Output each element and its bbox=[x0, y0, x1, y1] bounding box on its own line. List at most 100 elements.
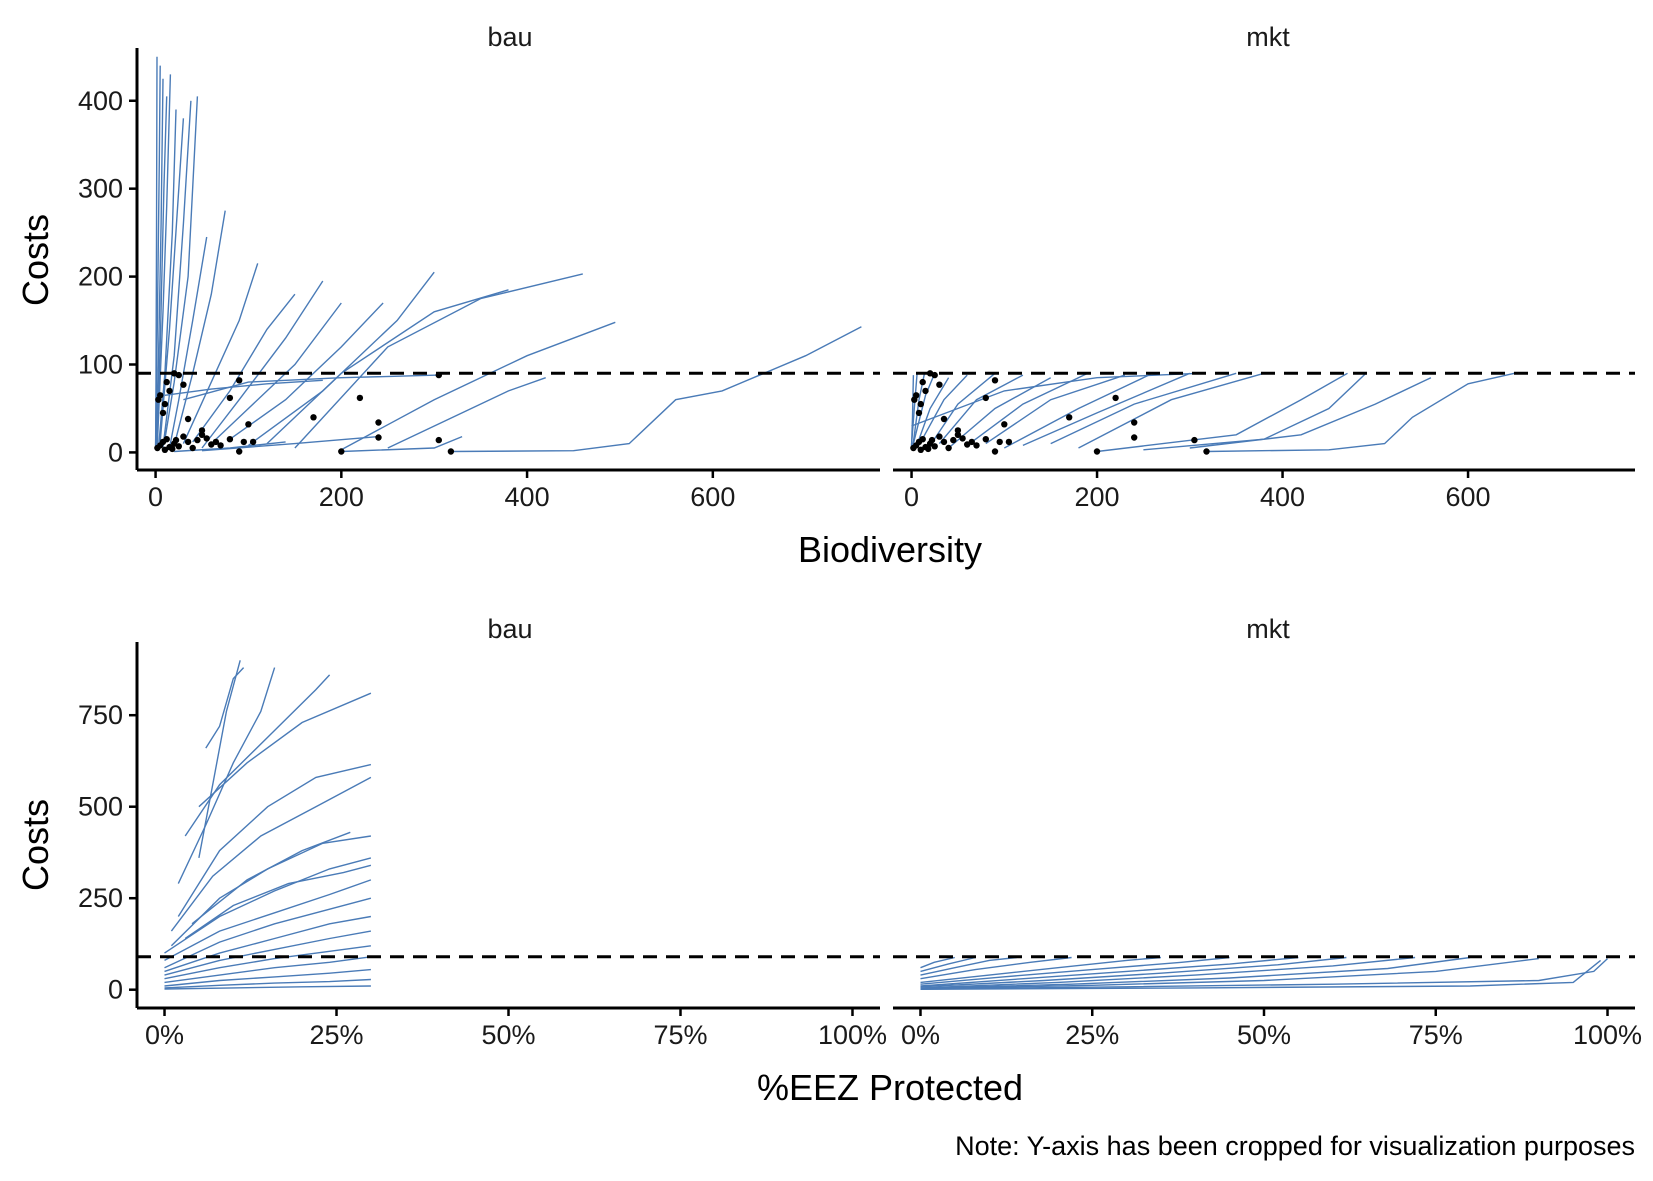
series-line-bau-21 bbox=[183, 374, 439, 401]
series-line-bau-23 bbox=[450, 326, 862, 453]
series-line-bau-2 bbox=[177, 667, 276, 884]
end-point-bau-14 bbox=[198, 431, 206, 438]
end-point-bau-34 bbox=[236, 377, 243, 384]
end-point-bau-31 bbox=[180, 381, 187, 388]
series-line-mkt-6 bbox=[929, 372, 996, 446]
x-tick-label-bau-3: 75% bbox=[653, 1020, 707, 1050]
panel-bau-biodiversity: 0 200 400 600 0 100 200 300 400 bbox=[78, 48, 880, 512]
end-point-mkt-26 bbox=[917, 400, 924, 408]
strip-label-mkt-top: mkt bbox=[1246, 22, 1290, 52]
series-line-mkt-9 bbox=[966, 372, 1089, 446]
series-line-mkt-3 bbox=[920, 957, 1539, 990]
series-line-mkt-7 bbox=[920, 956, 1017, 976]
end-point-mkt-37 bbox=[1112, 394, 1119, 402]
series-line-bau-16 bbox=[247, 271, 435, 446]
series-line-mkt-15 bbox=[1096, 372, 1348, 453]
series-line-bau-17 bbox=[164, 985, 371, 990]
series-line-mkt-14 bbox=[1078, 372, 1265, 449]
end-point-bau-6 bbox=[169, 445, 176, 453]
x-tick-label-mkt-3: 600 bbox=[1446, 482, 1491, 512]
y-tick-label-bau-2: 200 bbox=[78, 262, 123, 292]
end-point-bau-20 bbox=[236, 448, 243, 455]
series-line-bau-15 bbox=[229, 302, 384, 440]
x-tick-label-bau-3: 600 bbox=[690, 482, 735, 512]
series-line-bau-15 bbox=[164, 968, 371, 987]
end-point-mkt-12 bbox=[945, 444, 952, 452]
y-tick-label-bau-3: 750 bbox=[78, 700, 123, 730]
end-point-bau-42 bbox=[447, 448, 455, 455]
x-tick-label-mkt-1: 200 bbox=[1075, 482, 1120, 512]
end-point-mkt-31 bbox=[936, 381, 943, 388]
end-point-bau-28 bbox=[166, 387, 173, 395]
end-point-bau-27 bbox=[163, 378, 170, 386]
series-line-mkt-11 bbox=[920, 956, 976, 973]
end-point-bau-4 bbox=[163, 436, 170, 443]
series-line-bau-12 bbox=[164, 930, 372, 976]
end-point-mkt-10 bbox=[936, 433, 943, 440]
x-tick-label-bau-1: 200 bbox=[319, 482, 364, 512]
series-line-bau-20 bbox=[387, 377, 546, 449]
biodiversity-row: bau mkt 0 200 400 600 0 100 200 300 400 0 200 400 6… bbox=[15, 22, 1635, 570]
end-point-mkt-9 bbox=[931, 443, 938, 450]
series-line-bau-22 bbox=[164, 379, 323, 396]
x-axis-title-eez: %EEZ Protected bbox=[757, 1067, 1023, 1108]
end-point-bau-11 bbox=[184, 438, 192, 446]
end-point-bau-39 bbox=[375, 434, 382, 441]
y-tick-label-bau-2: 500 bbox=[78, 792, 123, 822]
y-tick-label-bau-1: 100 bbox=[78, 350, 123, 380]
series-line-bau-18 bbox=[191, 831, 351, 925]
series-line-mkt-4 bbox=[920, 958, 1608, 990]
series-line-bau-9 bbox=[168, 236, 208, 449]
end-point-mkt-34 bbox=[991, 377, 999, 384]
y-axis-title-costs-bottom: Costs bbox=[15, 799, 56, 891]
end-point-mkt-30 bbox=[931, 371, 938, 379]
end-point-mkt-13 bbox=[950, 436, 957, 444]
x-tick-label-mkt-1: 25% bbox=[1065, 1020, 1119, 1050]
end-point-mkt-27 bbox=[919, 378, 926, 386]
end-point-mkt-17 bbox=[968, 438, 975, 446]
end-point-mkt-41 bbox=[1191, 436, 1198, 444]
x-tick-label-mkt-0: 0 bbox=[904, 482, 919, 512]
end-point-bau-37 bbox=[356, 394, 364, 402]
panel-mkt-eez: 0% 25% 50% 75% 100% bbox=[893, 955, 1642, 1050]
series-line-mkt-9 bbox=[920, 956, 1347, 988]
end-point-bau-41 bbox=[435, 436, 442, 444]
y-tick-label-bau-1: 250 bbox=[78, 883, 123, 913]
series-line-mkt-13 bbox=[1050, 372, 1237, 445]
series-line-mkt-4 bbox=[915, 377, 950, 448]
y-tick-label-bau-0: 0 bbox=[108, 975, 123, 1005]
series-line-mkt-7 bbox=[938, 374, 1024, 445]
x-tick-label-bau-1: 25% bbox=[309, 1020, 363, 1050]
end-point-bau-30 bbox=[175, 371, 182, 379]
series-line-bau-8 bbox=[164, 857, 372, 954]
series-line-bau-12 bbox=[192, 293, 296, 443]
y-axis-title-costs-top: Costs bbox=[15, 214, 56, 306]
series-line-mkt-6 bbox=[920, 956, 1072, 980]
series-line-mkt-12 bbox=[920, 956, 955, 969]
end-point-bau-36 bbox=[310, 414, 317, 421]
eez-protected-row: bau mkt 0% 25% 50% 75% 100% 0 250 500 750 0% 25% 5… bbox=[15, 614, 1642, 1108]
end-point-mkt-36 bbox=[1066, 414, 1073, 421]
end-point-mkt-32 bbox=[940, 415, 948, 423]
end-point-mkt-24 bbox=[913, 392, 920, 399]
series-line-bau-16 bbox=[164, 978, 371, 989]
series-line-bau-2 bbox=[154, 78, 164, 449]
end-point-mkt-21 bbox=[996, 438, 1003, 446]
end-point-mkt-18 bbox=[973, 442, 980, 449]
end-point-bau-40 bbox=[338, 448, 345, 455]
series-line-mkt-17 bbox=[1206, 372, 1515, 453]
x-tick-label-bau-2: 50% bbox=[481, 1020, 535, 1050]
end-point-bau-44 bbox=[198, 427, 206, 434]
end-point-mkt-20 bbox=[991, 448, 999, 455]
series-line-bau-3 bbox=[184, 674, 331, 837]
series-line-bau-19 bbox=[340, 321, 616, 451]
end-point-mkt-33 bbox=[982, 394, 989, 402]
y-tick-label-bau-0: 0 bbox=[108, 437, 123, 467]
y-tick-label-bau-3: 300 bbox=[78, 174, 123, 204]
series-line-mkt-8 bbox=[948, 377, 1052, 449]
series-line-mkt-5 bbox=[920, 374, 968, 443]
end-point-bau-10 bbox=[180, 433, 187, 440]
end-point-mkt-38 bbox=[1131, 419, 1138, 426]
x-tick-label-bau-2: 400 bbox=[505, 482, 550, 512]
